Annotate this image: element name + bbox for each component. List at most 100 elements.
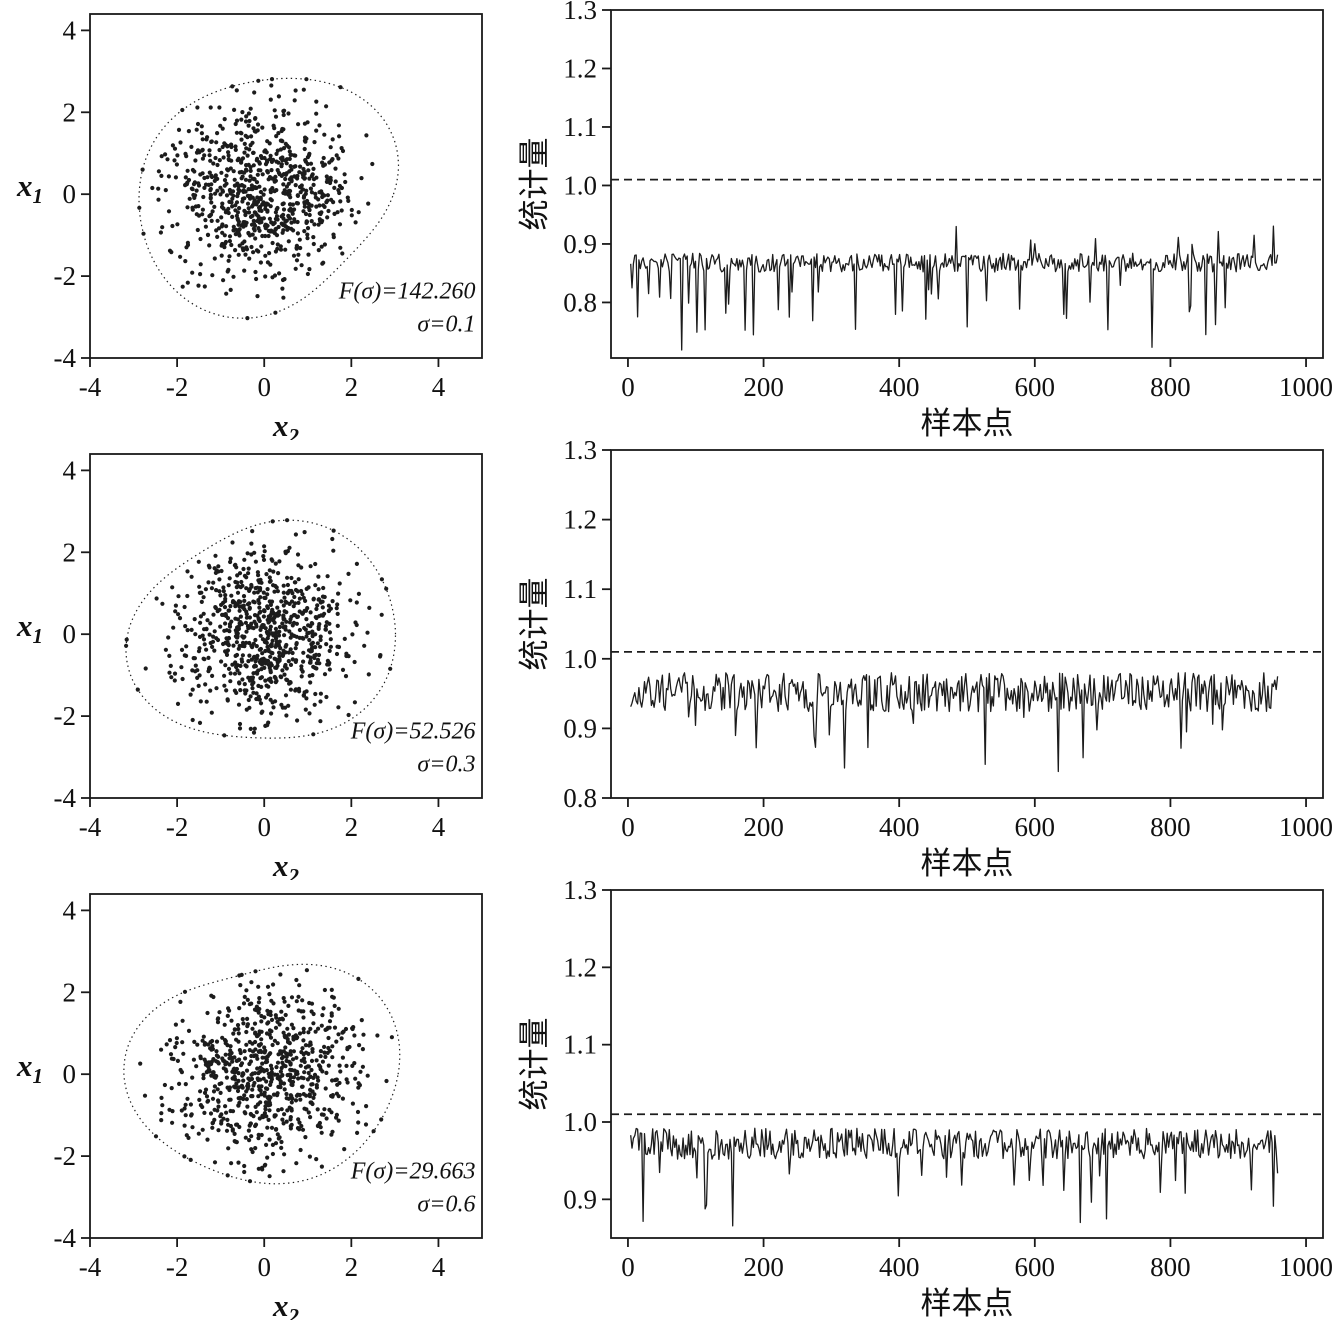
axes-frame bbox=[89, 13, 483, 359]
x-tick-label: -4 bbox=[79, 372, 102, 402]
tick-marks bbox=[81, 29, 440, 367]
x-tick-label: 2 bbox=[345, 812, 359, 842]
y-tick-label: 0.9 bbox=[563, 713, 597, 743]
x-tick-label: 800 bbox=[1150, 372, 1191, 402]
x-axis-label: 样本点 bbox=[921, 406, 1014, 440]
y-tick-label: -2 bbox=[54, 701, 77, 731]
axes-frame bbox=[610, 9, 1324, 359]
y-tick-label: 1.1 bbox=[563, 112, 597, 142]
y-tick-label: -4 bbox=[54, 783, 77, 813]
figure-row-1: -4 -2 0 2 4 -4 -2 0 2 4 F(σ)=142.260 σ=0.1 x2 x1 0 200… bbox=[0, 0, 1333, 440]
y-tick-label: 2 bbox=[63, 977, 77, 1007]
tick-marks bbox=[81, 909, 440, 1247]
scatter-plot-sigma-0.6: -4 -2 0 2 4 -4 -2 0 2 4 F(σ)=29.663 σ=0.6 x2 x1 bbox=[16, 893, 483, 1320]
statistic-signal-line bbox=[630, 1127, 1279, 1227]
x-axis-label: x2 bbox=[272, 408, 300, 440]
scatter-plot-sigma-0.3: -4 -2 0 2 4 -4 -2 0 2 4 F(σ)=52.526 σ=0.3 x2 x1 bbox=[16, 453, 483, 880]
y-tick-label: 1.2 bbox=[563, 53, 597, 83]
y-tick-label: -4 bbox=[54, 1223, 77, 1253]
y-tick-label: 1.1 bbox=[563, 574, 597, 604]
scatter-plot-sigma-0.1: -4 -2 0 2 4 -4 -2 0 2 4 F(σ)=142.260 σ=0.1 x2 x1 bbox=[16, 13, 483, 440]
y-tick-label: 2 bbox=[63, 537, 77, 567]
scatter-points bbox=[138, 968, 394, 1184]
x-tick-label: 0 bbox=[257, 812, 271, 842]
x-tick-label: 600 bbox=[1015, 372, 1056, 402]
annotation: F(σ)=142.260 σ=0.1 bbox=[338, 279, 476, 338]
x-tick-label: 1000 bbox=[1279, 372, 1333, 402]
x-tick-label: 0 bbox=[621, 372, 635, 402]
scatter-panel-row3: -4 -2 0 2 4 -4 -2 0 2 4 F(σ)=29.663 σ=0.6 x2 x1 bbox=[0, 880, 515, 1320]
scatter-points bbox=[124, 518, 393, 738]
annotation-sigma-value: σ=0.1 bbox=[417, 311, 475, 337]
tick-marks bbox=[602, 9, 1307, 367]
x-tick-label: -2 bbox=[166, 812, 189, 842]
x-tick-label: -2 bbox=[166, 1252, 189, 1282]
x-tick-label: 600 bbox=[1015, 1252, 1056, 1282]
y-axis-label: x1 bbox=[16, 1048, 43, 1088]
y-tick-label: 4 bbox=[63, 455, 77, 485]
y-axis-label: x1 bbox=[16, 168, 43, 208]
x-tick-label: 600 bbox=[1015, 812, 1056, 842]
y-tick-label: 1.2 bbox=[563, 505, 597, 535]
y-axis-label: x1 bbox=[16, 608, 43, 648]
x-tick-label: 800 bbox=[1150, 812, 1191, 842]
y-axis-label: 统计量 bbox=[517, 578, 552, 671]
x-axis-label: x2 bbox=[272, 1288, 300, 1320]
y-tick-label: 1.0 bbox=[563, 1107, 597, 1137]
y-tick-label: 1.0 bbox=[563, 170, 597, 200]
x-tick-label: 200 bbox=[743, 812, 784, 842]
y-tick-label: -2 bbox=[54, 1141, 77, 1171]
x-axis-label: 样本点 bbox=[921, 846, 1014, 880]
annotation-f-sigma: F(σ)=52.526 bbox=[350, 719, 476, 745]
annotation-f-sigma: F(σ)=29.663 bbox=[350, 1159, 476, 1185]
x-tick-label: -4 bbox=[79, 812, 102, 842]
annotation: F(σ)=29.663 σ=0.6 bbox=[350, 1159, 476, 1218]
x-tick-label: 2 bbox=[345, 1252, 359, 1282]
x-tick-label: 0 bbox=[621, 1252, 635, 1282]
line-panel-row2: 0 200 400 600 800 1000 0.8 0.9 1.0 1.1 1.2 1.3 样本点 统计… bbox=[515, 440, 1333, 880]
x-tick-label: 200 bbox=[743, 1252, 784, 1282]
x-axis-label: 样本点 bbox=[921, 1286, 1014, 1320]
y-tick-label: -2 bbox=[54, 261, 77, 291]
tick-marks bbox=[81, 469, 440, 807]
annotation-sigma-value: σ=0.6 bbox=[417, 1191, 475, 1217]
y-tick-label: 4 bbox=[63, 895, 77, 925]
statistic-line-chart-sigma-0.1: 0 200 400 600 800 1000 0.8 0.9 1.0 1.1 1.2 1.3 样本点 统计… bbox=[517, 0, 1333, 440]
x-tick-label: 2 bbox=[345, 372, 359, 402]
y-tick-label: 0.9 bbox=[563, 229, 597, 259]
x-tick-label: 4 bbox=[432, 372, 446, 402]
x-tick-label: 4 bbox=[432, 1252, 446, 1282]
y-tick-label: 0 bbox=[63, 1059, 77, 1089]
y-tick-label: 0.8 bbox=[563, 783, 597, 813]
x-tick-label: 400 bbox=[879, 372, 920, 402]
y-tick-label: -4 bbox=[54, 343, 77, 373]
x-tick-label: -2 bbox=[166, 372, 189, 402]
figure-row-3: -4 -2 0 2 4 -4 -2 0 2 4 F(σ)=29.663 σ=0.6 x2 x1 0 200 4… bbox=[0, 880, 1333, 1320]
x-tick-label: 400 bbox=[879, 1252, 920, 1282]
y-tick-label: 0.8 bbox=[563, 287, 597, 317]
axes-frame bbox=[610, 889, 1324, 1239]
y-tick-label: 1.1 bbox=[563, 1030, 597, 1060]
y-tick-label: 0 bbox=[63, 619, 77, 649]
statistic-line-chart-sigma-0.3: 0 200 400 600 800 1000 0.8 0.9 1.0 1.1 1.2 1.3 样本点 统计… bbox=[517, 440, 1333, 880]
x-tick-label: 1000 bbox=[1279, 812, 1333, 842]
x-tick-label: 4 bbox=[432, 812, 446, 842]
tick-marks bbox=[602, 449, 1307, 807]
annotation-sigma-value: σ=0.3 bbox=[417, 751, 475, 777]
line-panel-row3: 0 200 400 600 800 1000 0.9 1.0 1.1 1.2 1.3 样本点 统计量 bbox=[515, 880, 1333, 1320]
x-tick-label: -4 bbox=[79, 1252, 102, 1282]
statistic-signal-line bbox=[630, 672, 1279, 773]
tick-marks bbox=[602, 889, 1307, 1247]
scatter-panel-row1: -4 -2 0 2 4 -4 -2 0 2 4 F(σ)=142.260 σ=0.1 x2 x1 bbox=[0, 0, 515, 440]
y-tick-label: 4 bbox=[63, 15, 77, 45]
statistic-signal-line bbox=[630, 225, 1279, 351]
annotation: F(σ)=52.526 σ=0.3 bbox=[350, 719, 476, 778]
y-tick-label: 1.3 bbox=[563, 0, 597, 25]
scatter-panel-row2: -4 -2 0 2 4 -4 -2 0 2 4 F(σ)=52.526 σ=0.3 x2 x1 bbox=[0, 440, 515, 880]
x-tick-label: 0 bbox=[621, 812, 635, 842]
boundary-contour bbox=[138, 77, 400, 319]
annotation-f-sigma: F(σ)=142.260 bbox=[338, 279, 476, 305]
y-axis-label: 统计量 bbox=[517, 138, 552, 231]
line-panel-row1: 0 200 400 600 800 1000 0.8 0.9 1.0 1.1 1.2 1.3 样本点 统计… bbox=[515, 0, 1333, 440]
